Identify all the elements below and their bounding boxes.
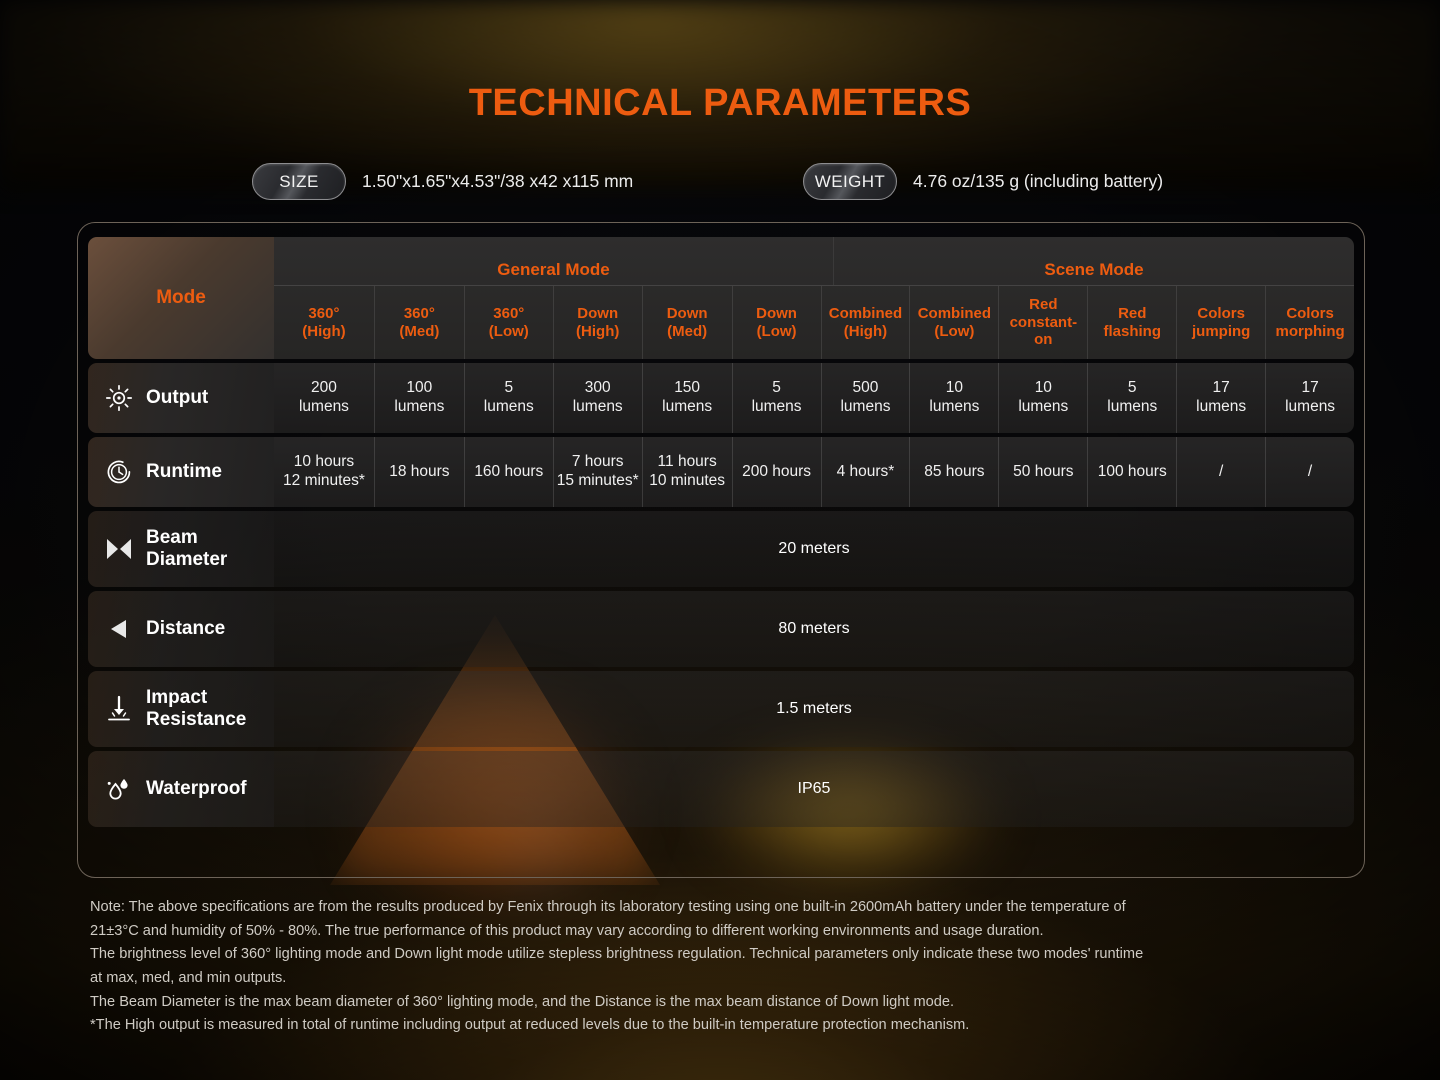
column-header: Colors jumping (1176, 286, 1265, 359)
table-cell: 5 lumens (731, 363, 821, 433)
group-header-general: General Mode (274, 237, 834, 285)
table-row-output: Output 200 lumens 100 lumens 5 lumens 300 lumen… (88, 363, 1354, 433)
row-label-text: Impact Resistance (146, 687, 247, 730)
column-header: 360° (High) (302, 304, 346, 340)
merged-value: IP65 (797, 780, 831, 797)
group-header-scene: Scene Mode (1044, 260, 1144, 279)
brightness-sun-icon (104, 383, 134, 413)
column-header: Combined (High) (820, 286, 910, 359)
table-cell: 200 hours (731, 437, 821, 507)
column-header: Combined (Low) (909, 286, 998, 359)
row-label-impact-resistance: Impact Resistance (88, 671, 274, 747)
table-cell: 10 lumens (998, 363, 1087, 433)
table-cell: 10 lumens (909, 363, 998, 433)
parameters-table: Mode General Mode Scene Mode 360° (High) 3… (77, 222, 1365, 878)
table-cell: / (1265, 437, 1354, 507)
row-value-impact-resistance: 1.5 meters (274, 671, 1354, 747)
row-value-beam-diameter: 20 meters (274, 511, 1354, 587)
table-cell: 50 hours (998, 437, 1087, 507)
spec-weight: WEIGHT 4.76 oz/135 g (including battery) (803, 163, 1163, 200)
column-header: 360° (Low) (463, 286, 553, 359)
row-value-distance: 80 meters (274, 591, 1354, 667)
row-label-output: Output (88, 363, 274, 433)
merged-value: 80 meters (778, 620, 850, 637)
size-value: 1.50"x1.65"x4.53"/38 x42 x115 mm (362, 171, 634, 191)
column-header: Red constant-on (998, 286, 1087, 359)
footnote-line: Note: The above specifications are from … (90, 899, 1126, 915)
table-cell: 4 hours* (820, 437, 910, 507)
table-cell: 300 lumens (552, 363, 642, 433)
page-title: TECHNICAL PARAMETERS (468, 82, 972, 124)
row-label-text: Output (146, 387, 209, 409)
table-cell: 18 hours (373, 437, 464, 507)
table-cell: 17 lumens (1265, 363, 1354, 433)
footnote-line: *The High output is measured in total of… (90, 1017, 970, 1034)
table-cell: 160 hours (463, 437, 553, 507)
footnote-line: The Beam Diameter is the max beam diamet… (90, 993, 955, 1010)
row-label-text: Distance (146, 618, 226, 640)
table-row-beam-diameter: Beam Diameter 20 meters (88, 511, 1354, 587)
merged-value: 20 meters (778, 540, 850, 557)
table-cell: 5 lumens (1087, 363, 1176, 433)
size-badge: SIZE (252, 163, 346, 200)
table-cell: 500 lumens (820, 363, 910, 433)
column-header: Down (Low) (731, 286, 821, 359)
row-label-distance: Distance (88, 591, 274, 667)
row-label-text: Runtime (146, 461, 222, 483)
table-row-impact-resistance: Impact Resistance 1.5 meters (88, 671, 1354, 747)
column-header: Down (High) (552, 286, 642, 359)
table-cell: 10 hours 12 minutes* (283, 453, 365, 489)
row-values-output: 200 lumens 100 lumens 5 lumens 300 lumens 150 lum… (274, 363, 1354, 433)
table-cell: 17 lumens (1176, 363, 1265, 433)
table-header-row: Mode General Mode Scene Mode 360° (High) 3… (88, 237, 1354, 359)
table-cell: 85 hours (909, 437, 998, 507)
table-cell: 100 hours (1087, 437, 1176, 507)
table-cell: 150 lumens (641, 363, 732, 433)
row-label-text: Beam Diameter (146, 527, 228, 570)
footnotes: Note: The above specifications are from … (90, 896, 1360, 1038)
table-cell: 100 lumens (373, 363, 464, 433)
row-value-waterproof: IP65 (274, 751, 1354, 827)
merged-value: 1.5 meters (776, 700, 852, 717)
table-cell: 7 hours 15 minutes* (552, 437, 642, 507)
row-label-text: Waterproof (146, 778, 247, 800)
row-label-waterproof: Waterproof (88, 751, 274, 827)
table-row-runtime: Runtime 10 hours 12 minutes* 18 hours 160 h… (88, 437, 1354, 507)
mode-header-cell: Mode (88, 237, 274, 359)
column-header-list: 360° (High) 360° (Med) 360° (Low) Down (High) Do… (274, 285, 1354, 359)
table-cell: 200 lumens (298, 379, 349, 415)
clock-icon (104, 457, 134, 487)
row-label-runtime: Runtime (88, 437, 274, 507)
column-header: Down (Med) (641, 286, 732, 359)
table-cell: 5 lumens (463, 363, 553, 433)
row-values-runtime: 10 hours 12 minutes* 18 hours 160 hours 7 ho… (274, 437, 1354, 507)
column-header: 360° (Med) (373, 286, 464, 359)
table-row-waterproof: Waterproof IP65 (88, 751, 1354, 827)
column-header: Colors morphing (1265, 286, 1354, 359)
distance-icon (104, 614, 134, 644)
column-headers-cell: General Mode Scene Mode 360° (High) 360° (M… (274, 237, 1354, 359)
waterproof-icon (104, 774, 134, 804)
footnote-line: The brightness level of 360° lighting mo… (90, 946, 1144, 963)
table-row-distance: Distance 80 meters (88, 591, 1354, 667)
footnote-line: at max, med, and min outputs. (90, 969, 287, 986)
spec-size: SIZE 1.50"x1.65"x4.53"/38 x42 x115 mm (252, 163, 633, 200)
impact-resistance-icon (104, 694, 134, 724)
row-label-beam-diameter: Beam Diameter (88, 511, 274, 587)
beam-diameter-icon (104, 534, 134, 564)
weight-badge: WEIGHT (803, 163, 897, 200)
table-cell: / (1176, 437, 1265, 507)
weight-value: 4.76 oz/135 g (including battery) (913, 171, 1164, 191)
column-header: Red flashing (1087, 286, 1176, 359)
table-cell: 11 hours 10 minutes (641, 437, 732, 507)
footnote-line: 21±3°C and humidity of 50% - 80%. The tr… (90, 922, 1044, 939)
